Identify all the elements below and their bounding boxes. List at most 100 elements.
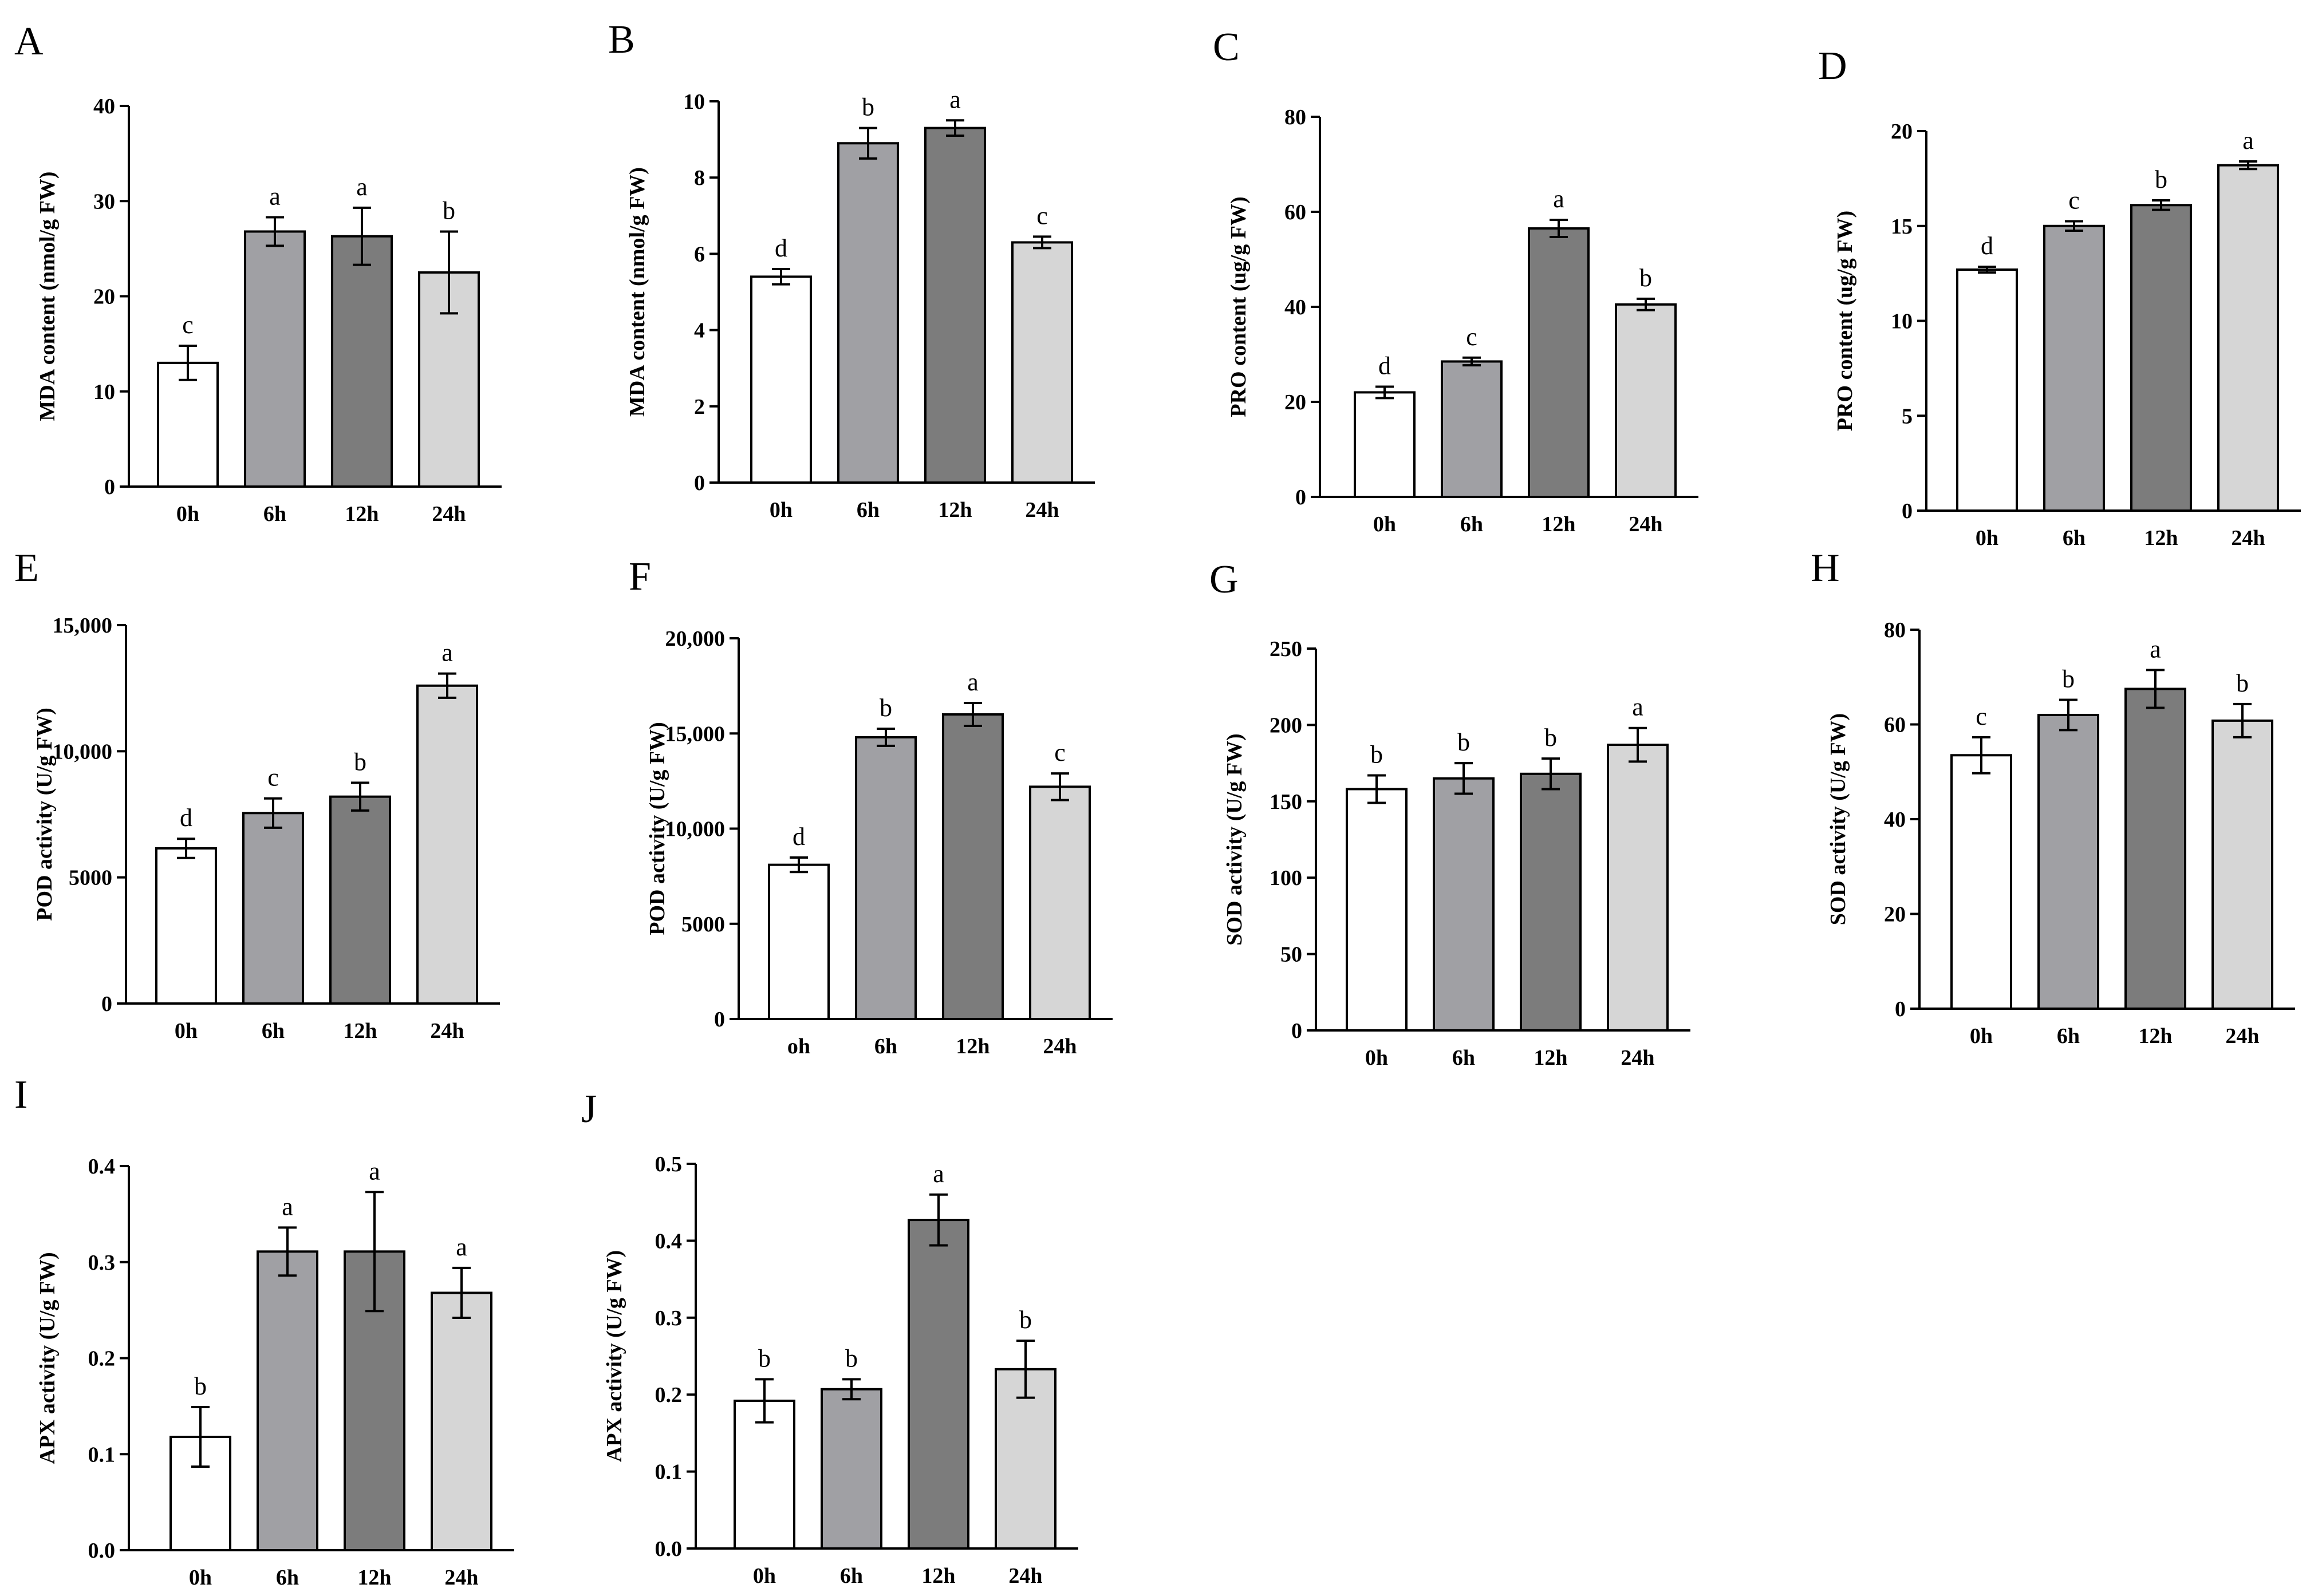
panel-d-bar-24h (2217, 164, 2279, 512)
panel-a-category-label: 24h (432, 502, 466, 526)
panel-g-category-label: 0h (1365, 1046, 1388, 1070)
panel-h: H 0 20 40 60 80 SOD activity (U/g FW) c 0h b 6h a 12… (1811, 546, 2295, 1048)
panel-j-bar-6h (821, 1388, 882, 1550)
panel-f-bar-24h (1029, 785, 1091, 1020)
panel-a-bar-24h (418, 271, 480, 488)
panel-d: D 0 5 10 15 20 PRO content (ug/g FW) d 0h c 6h b 12h… (1818, 44, 2301, 550)
panel-i-y-tick-label: 0.2 (88, 1347, 116, 1371)
panel-d-category-label: 6h (2063, 526, 2086, 550)
panel-c-category-label: 24h (1629, 512, 1662, 536)
panel-h-significance-letter: c (1976, 702, 1987, 730)
panel-b-significance-letter: b (862, 93, 874, 121)
panel-j-bar-12h (908, 1219, 969, 1550)
panel-h-y-tick-label: 0 (1895, 997, 1906, 1021)
panel-f-y-tick-label: 0 (714, 1008, 725, 1032)
panel-j-bar-24h (995, 1368, 1056, 1550)
panel-i-y-tick-label: 0.0 (88, 1539, 116, 1563)
panel-e-significance-letter: c (267, 764, 279, 792)
panel-b-category-label: 6h (857, 498, 880, 522)
panel-h-category-label: 12h (2138, 1024, 2172, 1048)
panel-f-significance-letter: b (880, 694, 892, 722)
panel-h-bar-24h (2211, 719, 2273, 1010)
panel-b-significance-letter: d (775, 234, 787, 262)
panel-c-significance-letter: b (1639, 264, 1652, 292)
panel-a-y-axis-title: MDA content (nmol/g FW) (36, 172, 60, 421)
panel-a-y-tick-label: 10 (93, 380, 115, 404)
panel-f-y-tick-label: 15,000 (665, 722, 726, 746)
panel-f-category-label: oh (787, 1034, 810, 1058)
panel-e-y-tick-label: 0 (101, 992, 112, 1016)
panel-f-y-axis-title: POD activity (U/g FW) (645, 722, 669, 935)
panel-e-category-label: 24h (430, 1019, 464, 1043)
panel-e-y-tick-label: 5000 (69, 866, 112, 890)
panel-g-bar-12h (1520, 772, 1582, 1032)
panel-g-y-axis-title: SOD activity (U/g FW) (1223, 733, 1247, 945)
panel-e-y-axis-title: POD activity (U/g FW) (33, 708, 57, 921)
panel-c-significance-letter: d (1378, 351, 1391, 380)
panel-c: C 0 20 40 60 80 PRO content (ug/g FW) d 0h c 6h a 12… (1213, 25, 1698, 536)
panel-b-bar-0h (750, 275, 812, 484)
panel-e-bar-24h (416, 684, 478, 1005)
panel-d-significance-letter: a (2242, 127, 2254, 155)
panel-i-bar-6h (257, 1250, 318, 1552)
panel-e-category-label: 12h (343, 1019, 377, 1043)
panel-i-letter: I (14, 1073, 27, 1117)
panel-i-significance-letter: a (369, 1157, 380, 1185)
panel-h-bar-12h (2124, 688, 2186, 1010)
panel-d-y-tick-label: 0 (1902, 499, 1913, 523)
panel-a-y-tick-label: 30 (93, 189, 115, 214)
panel-e-significance-letter: a (441, 639, 453, 667)
panel-h-y-tick-label: 20 (1884, 903, 1906, 927)
panel-f-significance-letter: a (967, 668, 979, 696)
panel-e-category-label: 0h (175, 1019, 198, 1043)
panel-i-significance-letter: b (194, 1372, 207, 1400)
panel-i-category-label: 0h (189, 1566, 212, 1590)
panel-b-category-label: 0h (770, 498, 793, 522)
panel-e-bar-0h (155, 847, 217, 1005)
panel-f-category-label: 6h (874, 1034, 897, 1058)
panel-g-significance-letter: a (1632, 693, 1643, 721)
panel-f-category-label: 12h (956, 1034, 990, 1058)
panel-g-y-tick-label: 50 (1280, 943, 1302, 967)
panel-j-significance-letter: b (845, 1344, 858, 1372)
panel-c-y-tick-label: 0 (1295, 485, 1306, 509)
panel-i-category-label: 12h (357, 1566, 391, 1590)
panel-b-y-tick-label: 10 (683, 90, 705, 114)
panel-g-y-tick-label: 0 (1291, 1019, 1302, 1043)
panel-b-y-tick-label: 8 (694, 166, 705, 190)
panel-f-category-label: 24h (1043, 1034, 1077, 1058)
panel-b-y-tick-label: 4 (694, 319, 705, 343)
panel-b: B 0 2 4 6 8 10 MDA content (nmol/g FW) d 0h b 6h a 12… (608, 18, 1095, 522)
panel-a-category-label: 12h (345, 502, 379, 526)
panel-h-y-tick-label: 40 (1884, 808, 1906, 832)
panel-h-significance-letter: b (2236, 669, 2249, 697)
panel-f: F 0 5000 10,000 15,000 20,000 POD activity (U/… (629, 555, 1113, 1058)
panel-d-y-tick-label: 10 (1891, 310, 1913, 334)
panel-i-y-tick-label: 0.4 (88, 1155, 116, 1179)
panel-b-bar-6h (837, 142, 899, 484)
panel-d-y-axis-title: PRO content (ug/g FW) (1833, 211, 1857, 431)
panel-j-category-label: 6h (840, 1564, 863, 1588)
panel-d-letter: D (1818, 44, 1847, 88)
panel-i-y-tick-label: 0.3 (88, 1251, 116, 1275)
panel-h-letter: H (1811, 546, 1840, 590)
panel-d-significance-letter: c (2068, 186, 2080, 214)
panel-b-bar-24h (1011, 241, 1073, 484)
panel-c-significance-letter: a (1553, 185, 1564, 213)
panel-a-significance-letter: a (269, 183, 281, 211)
panel-g-bar-24h (1607, 744, 1669, 1032)
panel-g-category-label: 6h (1452, 1046, 1475, 1070)
panel-j-significance-letter: b (1019, 1306, 1032, 1334)
panel-j-y-tick-label: 0.3 (655, 1306, 683, 1330)
panel-d-significance-letter: b (2155, 165, 2167, 193)
panel-h-bar-0h (1950, 754, 2012, 1010)
panel-j-y-tick-label: 0.0 (655, 1537, 683, 1561)
panel-e-significance-letter: b (354, 748, 366, 776)
panel-c-category-label: 12h (1542, 512, 1575, 536)
panel-h-y-tick-label: 60 (1884, 713, 1906, 737)
panel-b-y-tick-label: 0 (694, 471, 705, 495)
panel-c-category-label: 6h (1460, 512, 1483, 536)
panel-c-bar-0h (1354, 391, 1416, 499)
panel-d-category-label: 0h (1976, 526, 1998, 550)
panel-g-y-tick-label: 200 (1270, 713, 1302, 737)
